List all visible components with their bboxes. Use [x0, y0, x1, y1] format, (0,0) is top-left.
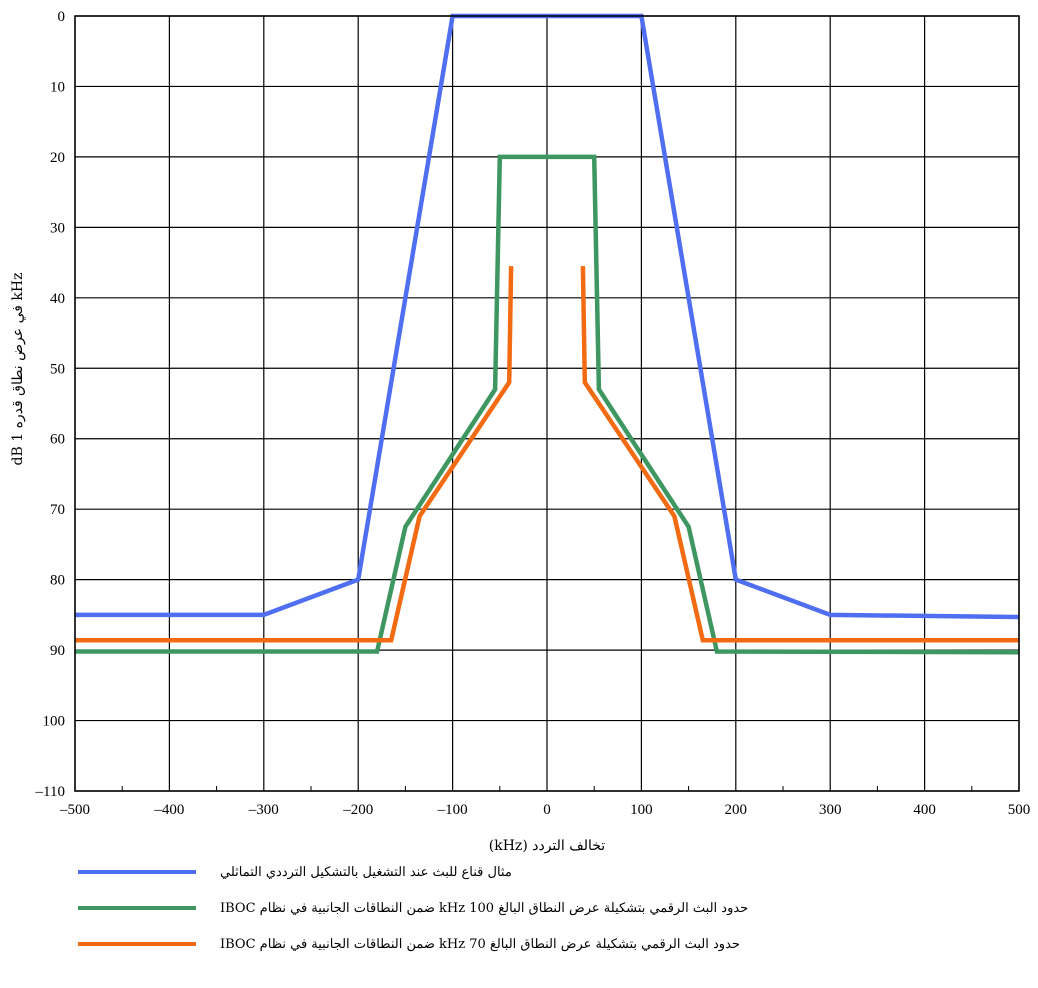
- y-tick-label: 90: [50, 643, 65, 659]
- plot-frame: [74, 15, 1020, 792]
- y-tick-label: 80: [50, 573, 65, 589]
- y-tick-label: 20: [50, 150, 65, 166]
- y-tick-label: 10: [50, 79, 65, 95]
- plot-border: [74, 15, 1020, 792]
- y-tick-label: –110: [35, 784, 65, 800]
- series-line-2: [75, 154, 1020, 655]
- x-tick-label: –400: [153, 802, 184, 818]
- x-tick-label: –300: [248, 802, 279, 818]
- x-axis-label: تخالف التردد (kHz): [489, 838, 606, 854]
- x-tick-label: 100: [630, 802, 653, 818]
- x-tick-label: 200: [725, 802, 748, 818]
- y-tick-label: 100: [43, 714, 66, 730]
- x-tick-labels: –500 –400 –300 –200 –100 0 100 200 300 400 500: [59, 802, 1030, 818]
- x-tick-label: –200: [342, 802, 373, 818]
- series-line-3-part-1: [75, 266, 514, 643]
- x-tick-label: 400: [913, 802, 936, 818]
- x-tick-label: 500: [1008, 802, 1031, 818]
- y-tick-labels: 0 10 20 30 40 50 60 70 80 90 100 –110: [35, 9, 65, 800]
- x-tick-label: 300: [819, 802, 842, 818]
- y-tick-label: 60: [50, 432, 65, 448]
- series-line-3-part-2: [580, 266, 1019, 643]
- y-tick-label: 30: [50, 220, 65, 236]
- y-tick-label: 50: [50, 361, 65, 377]
- x-tick-label: 0: [543, 802, 551, 818]
- y-tick-label: 0: [58, 9, 66, 25]
- x-tick-label: –100: [437, 802, 468, 818]
- x-tick-label: –500: [59, 802, 90, 818]
- y-axis-label: dB في عرض نطاق قدره 1 kHz: [10, 273, 26, 466]
- y-tick-label: 70: [50, 502, 65, 518]
- grid-lines: [74, 15, 1020, 792]
- y-tick-label: 40: [50, 291, 65, 307]
